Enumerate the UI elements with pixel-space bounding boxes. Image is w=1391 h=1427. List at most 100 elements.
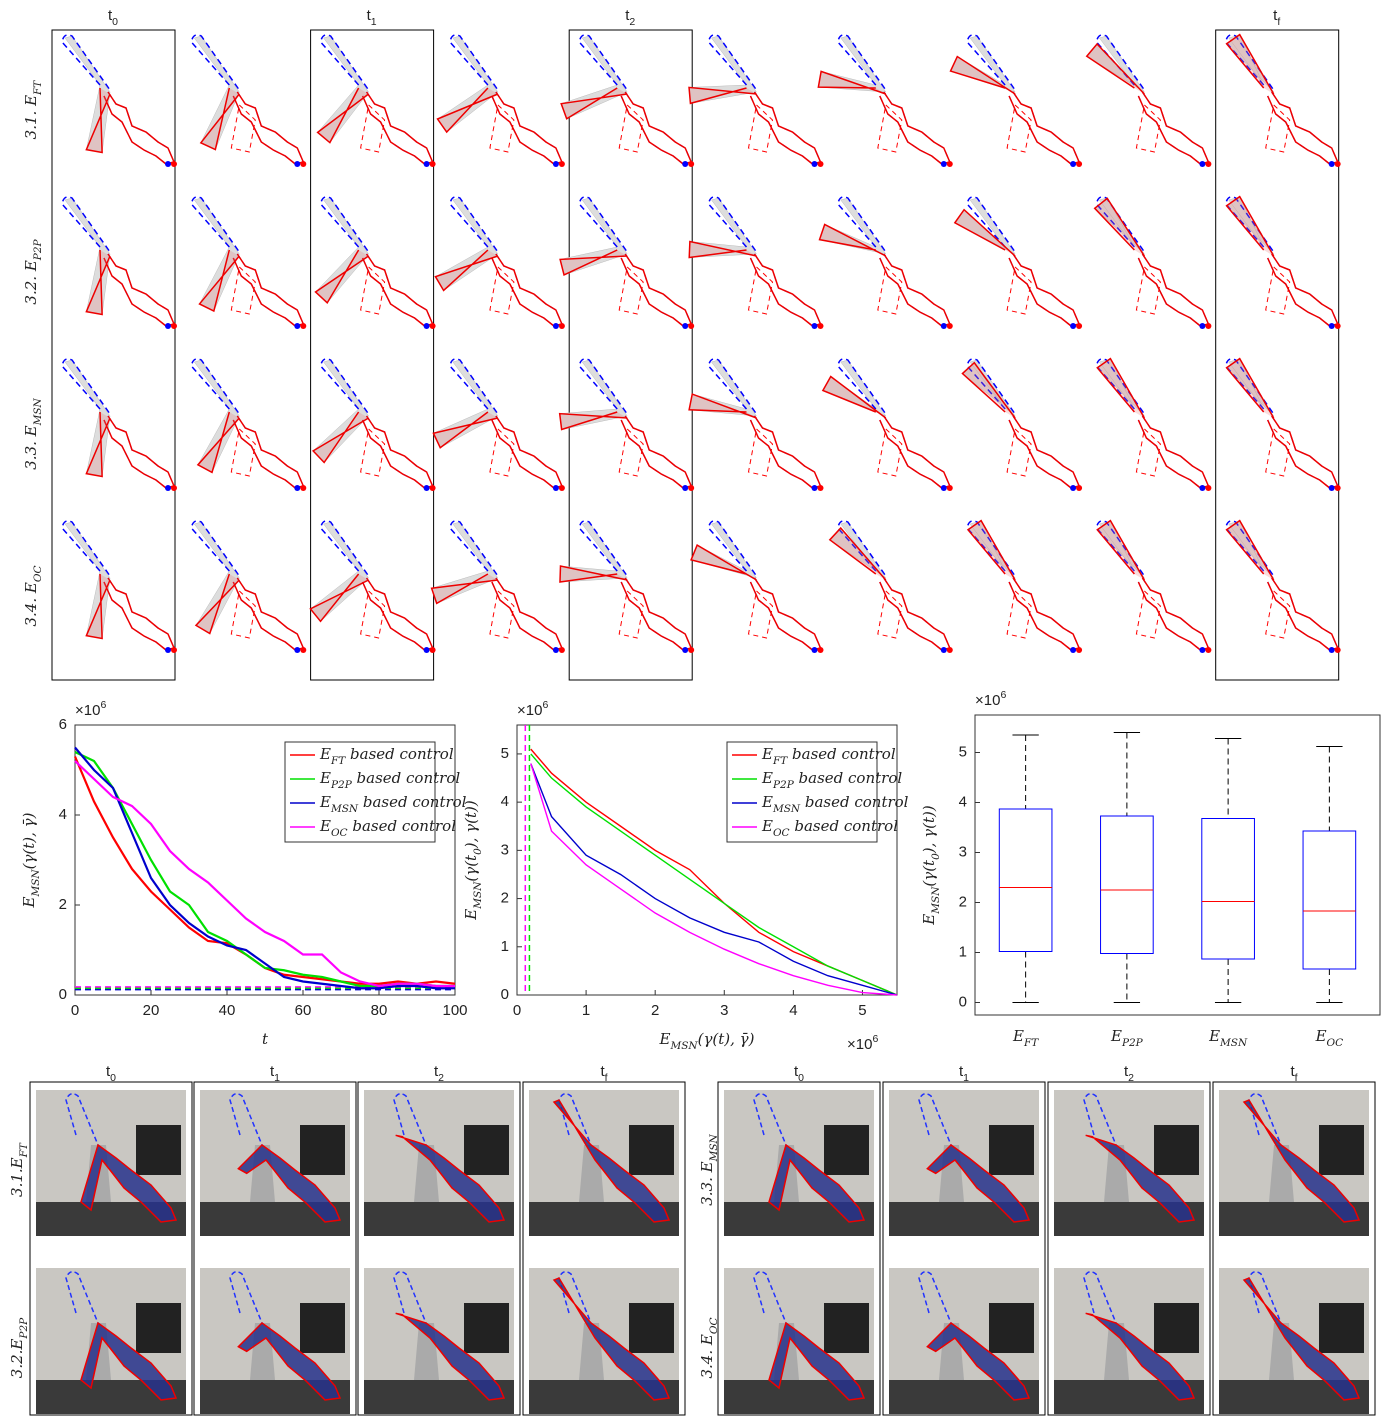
photo xyxy=(200,1090,350,1236)
column-label: t1 xyxy=(270,1063,280,1084)
grip-point xyxy=(558,323,565,329)
y-axis-label: EMSN(γ(t), γ̄) xyxy=(20,812,42,908)
grip-point xyxy=(1076,647,1083,653)
grip-point xyxy=(946,323,953,329)
photo-robot xyxy=(464,1125,509,1175)
row-label: 3.2. EP2P xyxy=(22,238,44,304)
target-flap xyxy=(578,196,628,253)
target-flap xyxy=(1224,196,1275,253)
legend-label: EP2P based control xyxy=(319,769,460,791)
grip-point xyxy=(171,647,177,653)
flap-contour xyxy=(961,361,1016,419)
x-tick-label: 20 xyxy=(143,1002,160,1019)
sleeve-ghost xyxy=(230,266,256,315)
x-tick-label: 0 xyxy=(71,1002,79,1019)
grip-point xyxy=(1070,485,1077,491)
target-flap xyxy=(393,1271,427,1324)
body-contour xyxy=(361,91,434,165)
y-tick-label: 2 xyxy=(959,893,967,910)
body-contour xyxy=(232,415,305,489)
y-tick-label: 0 xyxy=(59,986,67,1003)
grip-point xyxy=(294,323,301,329)
photo xyxy=(529,1090,679,1236)
shape-cell xyxy=(436,34,565,167)
photo-robot xyxy=(136,1303,181,1353)
sleeve-ghost xyxy=(1265,428,1291,477)
sleeve-ghost xyxy=(1006,428,1032,477)
shape-cell xyxy=(430,520,565,653)
target-flap xyxy=(190,196,240,253)
grip-point xyxy=(558,161,565,167)
sleeve-ghost xyxy=(230,428,256,477)
flap-contour xyxy=(316,87,370,144)
body-contour xyxy=(749,415,822,489)
column-frame xyxy=(1047,1081,1211,1416)
y-tick-label: 2 xyxy=(59,896,67,913)
target-flap xyxy=(918,1093,952,1146)
target-flap xyxy=(1083,1271,1117,1324)
target-flap xyxy=(836,358,887,415)
grip-point xyxy=(1334,647,1341,653)
grip-point xyxy=(1334,161,1341,167)
grip-point xyxy=(429,161,436,167)
target-flap xyxy=(707,34,758,91)
grip-point xyxy=(300,647,307,653)
photo xyxy=(36,1268,186,1414)
column-frame xyxy=(29,1081,193,1416)
target-flap xyxy=(707,196,758,253)
grip-point xyxy=(946,647,953,653)
target-flap xyxy=(229,1093,263,1146)
photo-robot xyxy=(824,1125,869,1175)
body-contour xyxy=(103,91,176,165)
grip-point xyxy=(1199,485,1206,491)
column-label: t0 xyxy=(108,7,118,28)
sleeve-ghost xyxy=(618,590,644,639)
row-label: 3.3. EMSN xyxy=(22,397,44,469)
column-label: t2 xyxy=(1124,1063,1134,1084)
plot-frame xyxy=(974,714,1381,1016)
shape-cell xyxy=(560,34,695,167)
flap-contour xyxy=(818,223,887,257)
photo xyxy=(889,1268,1039,1414)
target-flap xyxy=(449,196,499,253)
target-flap xyxy=(753,1271,787,1324)
box xyxy=(1201,818,1255,960)
flap-contour xyxy=(949,55,1016,95)
photo-robot xyxy=(824,1303,869,1353)
target-flap xyxy=(966,34,1016,91)
plot-frame xyxy=(516,724,898,996)
body-contour xyxy=(491,253,563,327)
shape-cell xyxy=(1224,33,1341,167)
body-contour xyxy=(749,91,822,165)
cloth xyxy=(395,1312,506,1401)
series-line xyxy=(530,753,898,996)
shape-cell xyxy=(821,358,953,491)
x-tick-label: 60 xyxy=(295,1002,312,1019)
target-flap xyxy=(1095,196,1146,253)
column-frame xyxy=(1212,1081,1376,1416)
flap-contour xyxy=(1225,33,1275,95)
grip-point xyxy=(817,161,824,167)
grip-point xyxy=(940,485,947,491)
legend-label: EP2P based control xyxy=(761,769,902,791)
row-label: 3.4. EOC xyxy=(22,566,44,627)
y-tick-label: 4 xyxy=(501,793,509,810)
cloth xyxy=(1242,1277,1361,1401)
body-contour xyxy=(879,415,951,489)
grip-point xyxy=(946,161,953,167)
shape-cell xyxy=(688,34,824,167)
shape-cell xyxy=(688,196,824,329)
target-flap xyxy=(65,1271,99,1324)
shape-cell xyxy=(311,358,436,491)
photo xyxy=(364,1268,514,1414)
photo xyxy=(529,1268,679,1414)
flap-contour xyxy=(196,411,240,474)
flap-contour xyxy=(690,544,757,581)
cloth xyxy=(80,1321,178,1401)
sleeve-ghost xyxy=(877,590,903,639)
x-tick-label: EFT xyxy=(1012,1027,1039,1049)
body-contour xyxy=(1137,577,1210,651)
target-flap xyxy=(966,196,1016,253)
body-contour xyxy=(491,91,563,165)
body-contour xyxy=(1008,253,1081,327)
